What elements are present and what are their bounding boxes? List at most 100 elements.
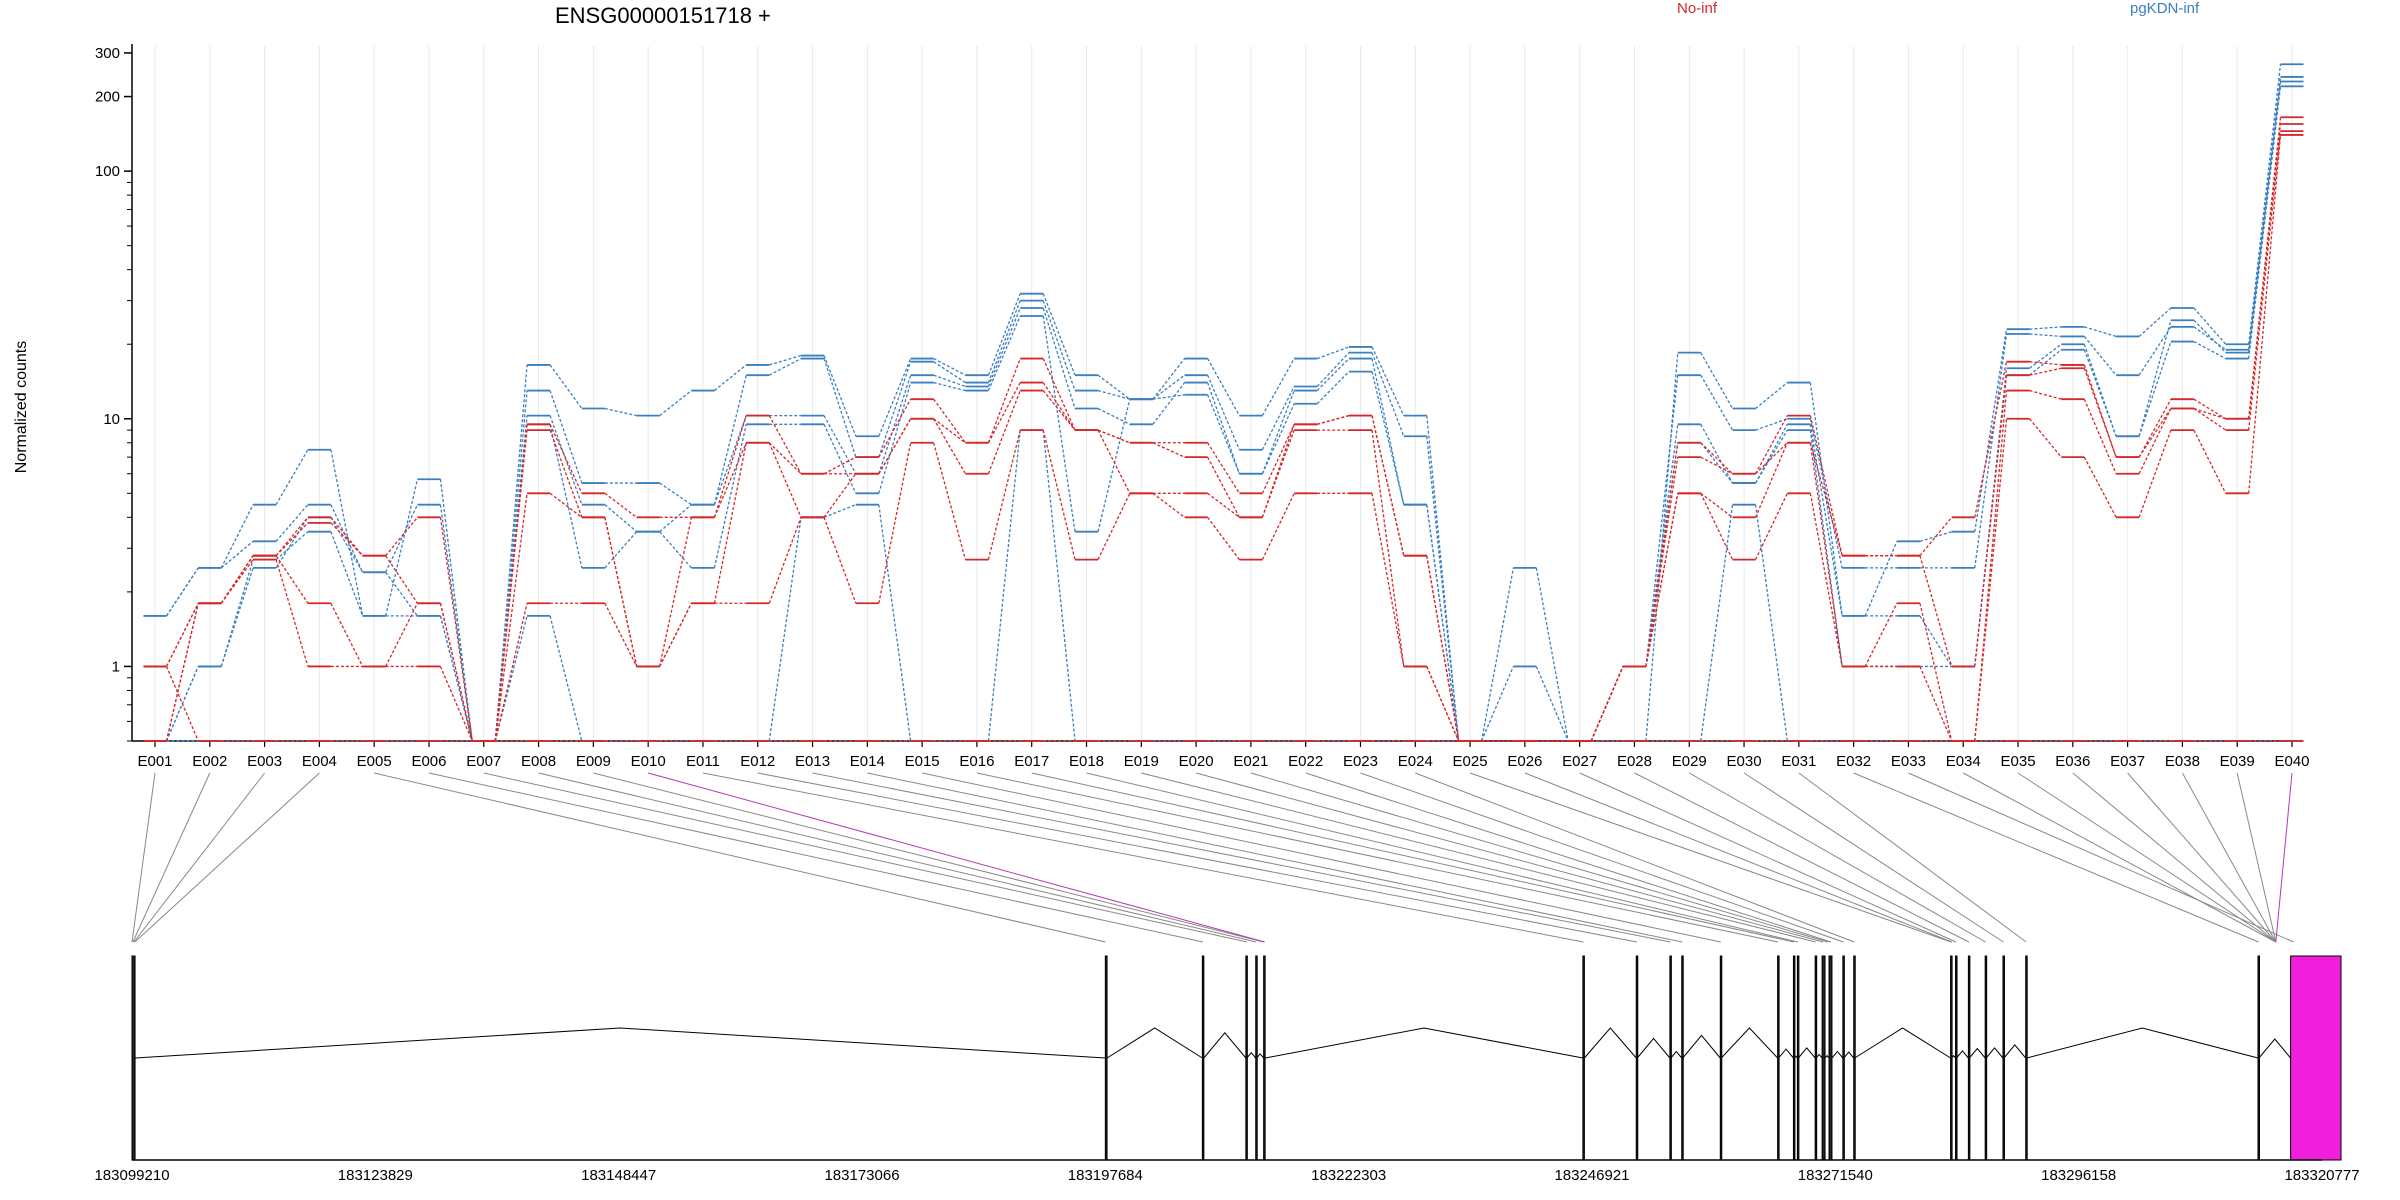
connector [659,504,692,533]
connector [987,390,1021,474]
connector [1700,456,1733,475]
genomic-tick-label: 183173066 [824,1167,899,1184]
connector [1426,504,1460,742]
connector [1700,442,1734,484]
x-tick-label-e031: E031 [1781,753,1816,770]
connector [933,442,967,560]
connector [1042,315,1076,532]
connector [2084,326,2117,338]
connector [2083,368,2117,458]
connector [1316,358,1350,392]
connector [220,555,254,604]
connector [1152,394,1185,400]
connector [659,517,693,667]
x-tick-label-e011: E011 [686,753,720,770]
connector [768,415,802,475]
exon-block [1263,955,1266,1161]
connector [933,358,966,376]
connector [220,504,254,569]
connector [2193,407,2226,420]
connector [1700,352,1734,409]
connector [987,430,1021,742]
connector [1316,352,1350,387]
exon-link-e033 [1908,772,2294,943]
connector [439,666,473,742]
x-tick-label-e007: E007 [466,753,501,770]
connector [1207,516,1240,561]
x-tick-label-e027: E027 [1562,753,1597,770]
connector [823,517,857,604]
intron [2026,1027,2259,1059]
connector [549,615,583,742]
connector [987,315,1021,391]
connector [659,390,692,417]
exon-block [1201,955,1205,1161]
exon-link-e037 [2127,772,2277,943]
connector [2083,349,2117,437]
connector [275,449,309,505]
genomic-tick-label: 183197684 [1068,1167,1143,1184]
connector [1097,374,1131,400]
connector [823,504,857,518]
connector [1042,430,1076,742]
exon-link-e031 [1798,772,2027,943]
connector [275,504,309,542]
gene-model: 183099210 183123829 183148447 183173066 1831… [94,955,2360,1184]
connector [1042,307,1076,409]
exon-link-e009 [593,772,1264,943]
connector [1974,361,2008,518]
connector [275,531,309,561]
exon-block [1582,955,1585,1161]
connector [1864,602,1898,667]
connector [1645,493,1679,667]
x-tick-label-e030: E030 [1727,753,1762,770]
genomic-tick-label: 183246921 [1554,1167,1629,1184]
connector [604,492,638,518]
x-tick-label-e014: E014 [850,753,885,770]
connector [1207,492,1240,518]
connector [823,424,857,494]
genomic-tick-label: 183222303 [1311,1167,1386,1184]
connector [768,358,802,376]
connector [2138,408,2172,475]
x-tick-label-e004: E004 [302,753,337,770]
x-tick-label-e016: E016 [959,753,994,770]
connector [1207,456,1240,518]
connector [385,555,419,604]
connector [878,382,912,494]
x-tick-label-e038: E038 [2165,753,2200,770]
series-no-inf-7 [143,130,2304,742]
connector [987,293,1021,376]
exon-link-e012 [757,772,1637,943]
intron [1682,1034,1721,1059]
connector [713,442,747,604]
intron [1778,1048,1794,1059]
exon-link-e019 [1141,772,1816,943]
connector [2083,336,2117,376]
connector [713,415,747,505]
connector [2029,367,2062,376]
series-no-inf-6 [143,123,2304,742]
connector [933,381,966,392]
intron [1824,1054,1830,1059]
connector [1152,442,1185,458]
connector [713,375,747,505]
connector [1974,418,2008,742]
connector [494,390,528,742]
connector [1261,390,1295,474]
connector [1261,429,1295,518]
connector [1754,415,1788,475]
connector [165,602,199,667]
exon-link-e020 [1195,772,1824,943]
connector [987,382,1021,444]
exon-link-e036 [2072,772,2277,943]
connector [1700,493,1734,560]
connector [330,522,364,557]
exon-link-e030 [1743,772,2004,943]
genomic-tick-label: 183123829 [338,1167,413,1184]
connector [1864,541,1898,617]
connector [1535,567,1569,742]
connector [2029,326,2062,330]
connector [1206,382,1241,474]
